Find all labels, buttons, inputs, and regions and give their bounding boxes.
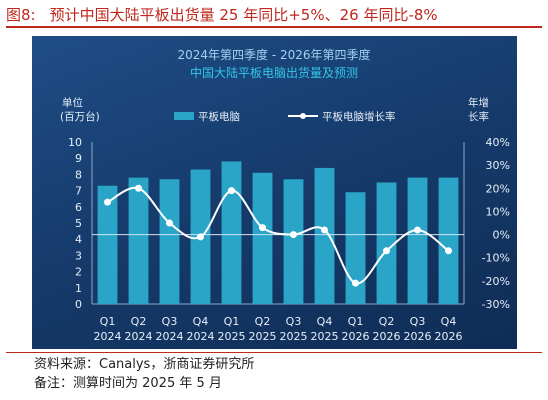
legend-swatch-bar [174,112,194,120]
bar [97,185,118,304]
bar [314,167,335,304]
growth-chart: 2024年第四季度 - 2026年第四季度中国大陆平板电脑出货量及预测单位(百万… [60,47,510,343]
y-tick-label: 0 [75,298,82,311]
x-tick-year: 2024 [94,330,122,343]
x-tick-year: 2026 [342,330,370,343]
x-tick-year: 2026 [373,330,401,343]
y-tick-label: 1 [75,282,82,295]
y-axis-title-line1: 单位 [62,96,83,109]
footer-divider [6,352,542,353]
remark-note: 备注：测算时间为 2025 年 5 月 [34,376,222,391]
x-tick-quarter: Q1 [224,315,240,328]
bar [407,177,428,304]
bar [128,177,149,304]
y2-tick-label: 10% [486,205,510,218]
growth-rate-point [321,226,328,234]
growth-rate-point [414,226,421,234]
x-tick-year: 2025 [249,330,277,343]
y2-tick-label: 20% [486,182,510,195]
x-tick-year: 2024 [187,330,215,343]
x-tick-quarter: Q3 [286,315,302,328]
growth-rate-line [107,186,450,285]
x-tick-year: 2025 [218,330,246,343]
y-tick-label: 4 [75,233,82,246]
x-tick-quarter: Q2 [255,315,271,328]
y-tick-label: 3 [75,249,82,262]
y2-tick-label: -30% [482,298,510,311]
y2-axis-title-line1: 年增 [468,96,489,109]
y2-tick-label: -20% [482,275,510,288]
source-note: 资料来源：Canalys，浙商证券研究所 [34,357,255,372]
growth-rate-point [197,233,204,241]
y2-tick-label: -10% [482,252,510,265]
x-tick-quarter: Q3 [162,315,178,328]
legend-label-line: 平板电脑增长率 [322,110,396,123]
bar [438,177,459,304]
y2-axis-title-line2: 长率 [468,110,489,123]
y-tick-label: 10 [68,136,82,149]
legend-label-bar: 平板电脑 [198,110,240,123]
y-tick-label: 8 [75,168,82,181]
bar [221,161,242,304]
bar [283,179,304,304]
y-axis-title-line2: (百万台) [60,110,100,123]
y2-tick-label: 40% [486,136,510,149]
y2-tick-label: 0% [493,229,510,242]
figure-title-bar: 图8: 预计中国大陆平板出货量 25 年同比+5%、26 年同比-8% [6,4,542,28]
x-tick-year: 2024 [156,330,184,343]
bar [252,172,273,304]
y2-tick-label: 30% [486,159,510,172]
figure-title: 预计中国大陆平板出货量 25 年同比+5%、26 年同比-8% [49,6,438,24]
growth-rate-point [383,247,390,255]
growth-rate-point [228,187,235,195]
growth-rate-point [445,247,452,255]
x-tick-year: 2024 [125,330,153,343]
x-tick-quarter: Q4 [317,315,333,328]
y-tick-label: 6 [75,201,82,214]
growth-rate-point [104,198,111,206]
growth-rate-point [290,231,297,239]
x-tick-year: 2026 [404,330,432,343]
x-tick-quarter: Q4 [193,315,209,328]
chart-subtitle: 中国大陆平板电脑出货量及预测 [190,65,358,80]
chart-title: 2024年第四季度 - 2026年第四季度 [177,47,370,62]
legend-marker-line [300,113,306,119]
y-tick-label: 5 [75,217,82,230]
bar [159,179,180,304]
bar [345,192,366,304]
bar [376,182,397,304]
x-tick-quarter: Q2 [379,315,395,328]
x-tick-year: 2025 [311,330,339,343]
x-tick-year: 2025 [280,330,308,343]
x-tick-quarter: Q1 [348,315,364,328]
x-tick-quarter: Q4 [441,315,457,328]
y-tick-label: 7 [75,185,82,198]
figure-number: 图8: [6,6,36,24]
y-tick-label: 9 [75,152,82,165]
chart-panel: 2024年第四季度 - 2026年第四季度 中国大陆平板电脑出货量及预测单位 (百万… [32,36,517,349]
x-tick-quarter: Q1 [100,315,116,328]
growth-rate-point [135,184,142,192]
growth-rate-point [259,224,266,232]
x-tick-quarter: Q2 [131,315,147,328]
growth-rate-point [352,279,359,287]
growth-rate-point [166,219,173,227]
y-tick-label: 2 [75,266,82,279]
x-tick-year: 2026 [435,330,463,343]
x-tick-quarter: Q3 [410,315,426,328]
